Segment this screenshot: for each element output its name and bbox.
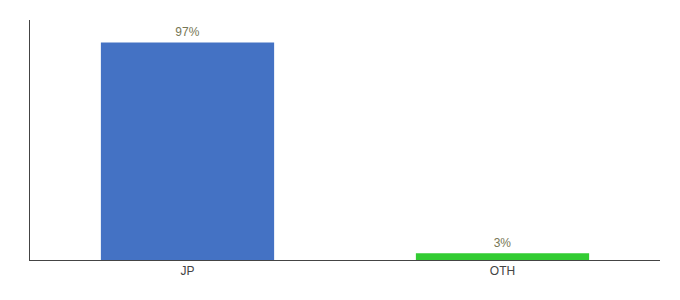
svg-text:3%: 3% <box>494 236 512 250</box>
svg-text:97%: 97% <box>175 25 199 39</box>
svg-text:OTH: OTH <box>490 264 515 278</box>
svg-text:JP: JP <box>180 264 194 278</box>
